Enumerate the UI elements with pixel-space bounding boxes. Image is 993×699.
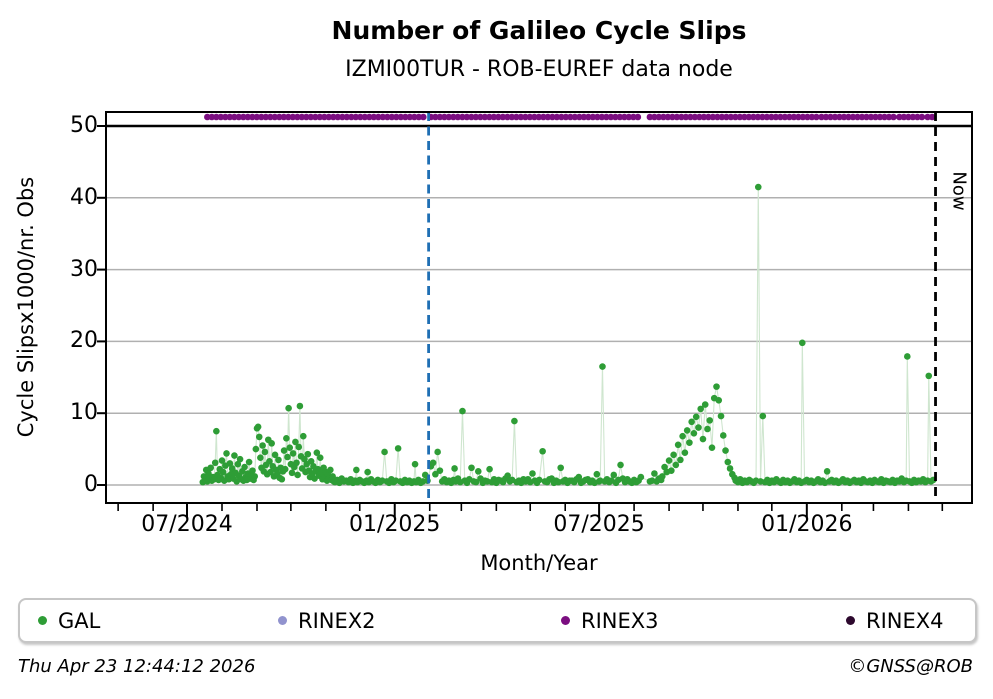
x-tick-label: 07/2024 — [141, 512, 233, 537]
axis-ticks — [97, 125, 944, 517]
y-tick-label: 0 — [84, 472, 98, 497]
x-tick-label: 01/2026 — [761, 512, 853, 537]
rinex3-dot-icon — [561, 616, 570, 625]
legend-label: GAL — [58, 608, 101, 633]
footer-credit: ©GNSS@ROB — [848, 656, 973, 677]
legend-item-rinex3: RINEX3 — [561, 600, 659, 641]
y-tick-label: 40 — [70, 184, 98, 210]
gal-dot-icon — [38, 616, 47, 625]
plot-frame — [105, 111, 973, 504]
y-tick-label: 50 — [70, 113, 98, 138]
x-tick-label: 01/2025 — [349, 512, 441, 537]
legend-label: RINEX3 — [581, 608, 659, 633]
chart-title: Number of Galileo Cycle Slips — [331, 16, 747, 45]
legend-item-rinex2: RINEX2 — [278, 600, 376, 641]
legend: GAL RINEX2 RINEX3 RINEX4 — [18, 598, 977, 643]
footer-timestamp: Thu Apr 23 12:44:12 2026 — [18, 656, 256, 677]
now-line-label: Now — [948, 171, 970, 211]
x-axis-label: Month/Year — [480, 551, 598, 575]
y-tick-label: 10 — [70, 400, 98, 426]
legend-label: RINEX2 — [298, 608, 376, 633]
rinex2-dot-icon — [278, 616, 287, 625]
chart-subtitle: IZMI00TUR - ROB-EUREF data node — [345, 57, 733, 82]
gal-series — [199, 183, 937, 487]
x-tick-label: 07/2025 — [553, 512, 645, 537]
y-tick-label: 20 — [70, 328, 98, 354]
y-tick-label: 30 — [70, 256, 98, 282]
rinex4-dot-icon — [846, 616, 855, 625]
y-axis-label: Cycle Slipsx1000/nr. Obs — [14, 176, 38, 438]
rinex3-band — [204, 113, 936, 121]
gridlines — [106, 124, 972, 486]
legend-item-gal: GAL — [38, 600, 100, 641]
legend-item-rinex4: RINEX4 — [846, 600, 944, 641]
legend-label: RINEX4 — [866, 608, 944, 633]
